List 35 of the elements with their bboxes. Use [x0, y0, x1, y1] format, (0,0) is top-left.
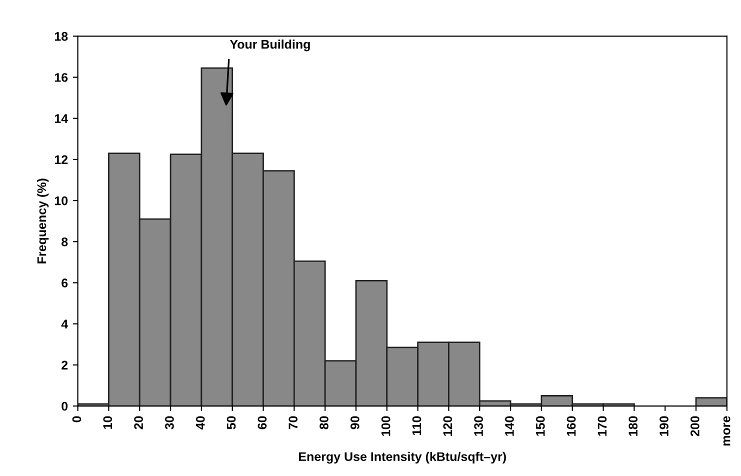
x-tick-label: 10 [103, 416, 112, 429]
x-tick-label: 130 [474, 416, 484, 436]
x-tick-label: 30 [165, 416, 174, 430]
y-tick-label: 12 [54, 155, 68, 164]
y-tick-label: 16 [54, 73, 68, 82]
x-tick-label: 60 [258, 416, 267, 430]
x-tick-label: 50 [226, 416, 236, 430]
x-tick-label: 100 [381, 416, 390, 436]
y-tick-label: 14 [54, 114, 68, 123]
y-tick-label: 10 [54, 196, 68, 206]
x-tick-label: 0 [72, 416, 82, 422]
x-tick-label: more [723, 416, 730, 446]
x-tick-label: 90 [350, 416, 360, 430]
y-tick-label: 18 [54, 32, 68, 41]
x-tick-label: 40 [196, 416, 205, 430]
y-tick-label: 0 [62, 402, 68, 411]
y-axis-title: Frequency (%) [36, 178, 49, 264]
x-tick-label: 20 [134, 416, 143, 430]
y-tick-label: 4 [61, 320, 68, 328]
x-tick-label: 80 [320, 416, 328, 430]
x-tick-label: 70 [288, 416, 298, 430]
x-tick-label: 200 [690, 416, 700, 436]
y-tick-label: 6 [62, 278, 68, 288]
y-tick-label: 8 [62, 237, 68, 246]
x-tick-label: 170 [598, 416, 607, 436]
x-axis-title: Energy Use Intensity (kBtu/sqft–yr) [299, 452, 506, 464]
x-tick-label: 120 [443, 416, 452, 436]
x-tick-label: 180 [628, 416, 638, 436]
x-tick-label: 110 [412, 416, 422, 436]
x-tick-label: 150 [536, 416, 545, 436]
x-tick-label: 140 [505, 416, 514, 436]
x-tick-label: 160 [566, 416, 576, 436]
y-tick-label: 2 [62, 360, 68, 370]
annotation: Your Building [230, 40, 310, 52]
x-tick-label: 190 [660, 416, 668, 436]
